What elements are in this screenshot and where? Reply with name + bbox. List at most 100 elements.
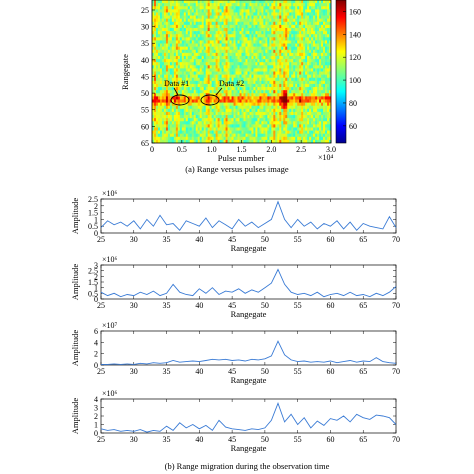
heatmap-cell — [201, 99, 205, 103]
heatmap-cell — [207, 49, 210, 54]
heatmap-cell — [257, 43, 260, 47]
heatmap-cell — [195, 121, 199, 125]
heatmap-cell — [189, 3, 193, 7]
heatmap-cell — [253, 18, 256, 23]
heatmap-cell — [273, 68, 276, 72]
heatmap-cell — [247, 27, 250, 32]
heatmap-cell — [175, 111, 179, 116]
heatmap-cell — [205, 136, 208, 141]
heatmap-cell — [229, 77, 232, 82]
heatmap-cell — [231, 121, 234, 125]
heatmap-cell — [321, 71, 324, 75]
series-line — [100, 200, 397, 232]
heatmap-cell — [277, 133, 280, 138]
heatmap-cell — [287, 121, 290, 125]
heatmap-cell — [317, 115, 320, 119]
heatmap-cell — [327, 15, 330, 19]
heatmap-cell — [247, 130, 250, 134]
heatmap-cell — [153, 62, 157, 66]
heatmap-cell — [273, 108, 276, 113]
heatmap-cell — [171, 80, 175, 85]
heatmap-cell — [191, 108, 195, 113]
heatmap-cell — [227, 3, 230, 7]
heatmap-cell — [267, 102, 270, 106]
heatmap-cell — [227, 24, 230, 29]
heatmap-cell — [315, 52, 318, 57]
heatmap-cell — [247, 118, 250, 122]
heatmap-cell — [199, 43, 203, 47]
heatmap-cell — [289, 136, 292, 141]
heatmap-cell — [187, 65, 191, 69]
heatmap-cell — [211, 62, 214, 66]
heatmap-cell — [319, 21, 322, 26]
heatmap-cell — [221, 40, 224, 44]
heatmap-cell — [295, 71, 298, 75]
heatmap-cell — [213, 24, 216, 29]
heatmap-cell — [259, 65, 262, 69]
heatmap-cell — [301, 68, 304, 72]
heatmap-cell — [153, 130, 157, 134]
heatmap-cell — [167, 43, 171, 47]
heatmap-cell — [153, 3, 157, 7]
heatmap-cell — [269, 46, 272, 51]
heatmap-cell — [193, 71, 197, 75]
heatmap-cell — [215, 87, 218, 91]
heatmap-cell — [211, 27, 214, 32]
heatmap-cell — [152, 27, 155, 32]
heatmap-cell — [243, 68, 246, 72]
heatmap-cell — [311, 121, 314, 125]
heatmap-cell — [269, 18, 272, 23]
heatmap-cell — [257, 24, 260, 29]
heatmap-cell — [325, 18, 328, 23]
heatmap-cell — [203, 77, 206, 82]
heatmap-cell — [165, 111, 169, 116]
heatmap-cell — [321, 43, 324, 47]
heatmap-cell — [281, 52, 284, 57]
heatmap-cell — [299, 37, 302, 41]
heatmap-cell — [271, 96, 274, 100]
heatmap-cell — [215, 34, 218, 38]
heatmap-cell — [329, 83, 331, 88]
heatmap-cell — [301, 74, 304, 79]
heatmap-cell — [199, 27, 203, 32]
heatmap-cell — [183, 115, 187, 119]
heatmap-cell — [309, 74, 312, 79]
heatmap-cell — [269, 0, 272, 4]
heatmap-cell — [201, 68, 205, 72]
heatmap-cell — [185, 55, 189, 60]
heatmap-cell — [165, 118, 169, 122]
heatmap-cell — [277, 105, 280, 110]
heatmap-cell — [227, 105, 230, 110]
heatmap-cell — [193, 99, 197, 103]
heatmap-cell — [263, 80, 266, 85]
heatmap-cell — [219, 52, 222, 57]
data2-ellipse — [200, 94, 220, 106]
heatmap-cell — [275, 99, 278, 103]
x-tick-label: 70 — [392, 367, 400, 376]
heatmap-cell — [161, 31, 165, 35]
heatmap-cell — [189, 52, 193, 57]
heatmap-cell — [171, 83, 175, 88]
heatmap-cell — [261, 139, 264, 143]
heatmap-cell — [321, 102, 324, 106]
heatmap-cell — [257, 74, 260, 79]
heatmap-cell — [209, 139, 212, 143]
heatmap-cell — [313, 108, 316, 113]
heatmap-cell — [291, 118, 294, 122]
heatmap-cell — [213, 133, 216, 138]
heatmap-cell — [317, 130, 320, 134]
heatmap-cell — [203, 49, 206, 54]
heatmap-cell — [213, 43, 216, 47]
heatmap-cell — [329, 127, 331, 131]
x-tick-label: 40 — [195, 367, 203, 376]
heatmap-cell — [199, 24, 203, 29]
heatmap-cell — [281, 133, 284, 138]
heatmap-cell — [213, 111, 216, 116]
heatmap-cell — [321, 74, 324, 79]
heatmap-cell — [152, 139, 155, 143]
heatmap-cell — [249, 118, 252, 122]
heatmap-cell — [207, 34, 210, 38]
heatmap-cell — [157, 111, 161, 116]
heatmap-cell — [279, 99, 282, 103]
heatmap-cell — [229, 55, 232, 60]
